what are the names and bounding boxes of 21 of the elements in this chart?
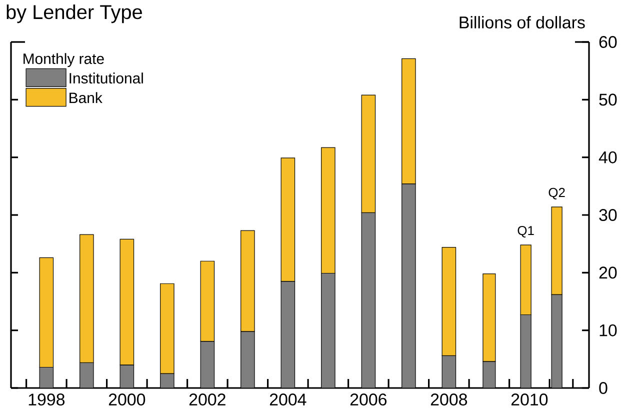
y-tick-label: 30 — [599, 209, 617, 221]
y-tick-label: 50 — [599, 94, 617, 106]
x-tick-label: 2010 — [511, 394, 548, 406]
x-tick-label: 2004 — [270, 394, 306, 406]
y-tick-label: 0 — [599, 382, 608, 394]
legend-title: Monthly rate — [24, 53, 104, 68]
legend-label: Bank — [70, 92, 102, 104]
x-tick-label: 2002 — [189, 394, 226, 406]
y-axis-title: Billions of dollars — [460, 16, 585, 28]
x-tick-label: 2008 — [430, 394, 468, 406]
legend-label: Institutional — [70, 72, 143, 84]
annotation: Q2 — [548, 188, 565, 200]
y-tick-label: 10 — [600, 324, 617, 336]
x-tick-label: 1998 — [28, 394, 65, 406]
chart-title: by Lender Type — [6, 4, 142, 24]
x-tick-label: 2006 — [350, 394, 387, 406]
annotation: Q1 — [518, 226, 534, 238]
y-tick-label: 60 — [599, 36, 617, 48]
y-tick-label: 40 — [598, 151, 617, 164]
x-tick-label: 2000 — [108, 394, 146, 406]
y-tick-label: 20 — [599, 266, 617, 279]
